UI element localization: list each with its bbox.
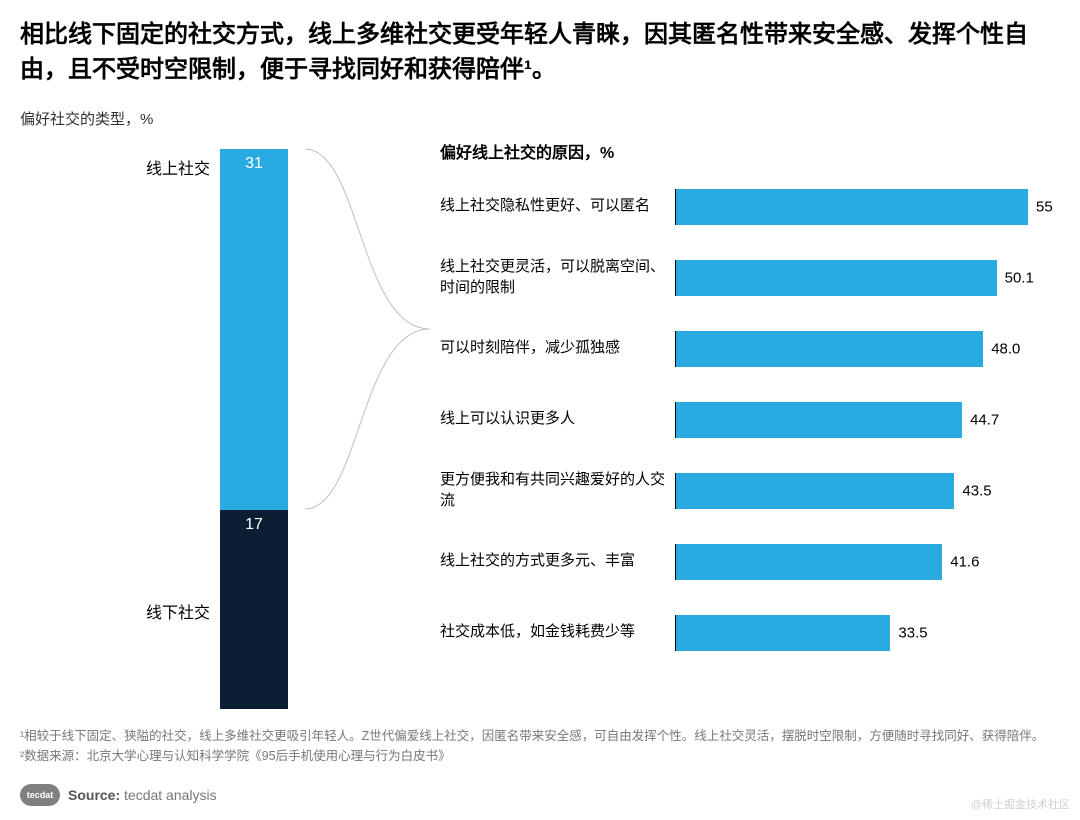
stack-label-0: 线上社交 [146, 155, 210, 179]
left-stacked-chart: 线上社交线下社交 3117 [20, 139, 440, 709]
footnote-1: ¹相较于线下固定、狭隘的社交，线上多维社交更吸引年轻人。Z世代偏爱线上社交，因匿… [20, 727, 1060, 746]
hbar-label-3: 线上可以认识更多人 [440, 409, 675, 429]
hbar-value-1: 50.1 [1005, 269, 1034, 286]
source-text: tecdat analysis [124, 787, 217, 803]
hbar-value-2: 48.0 [991, 340, 1020, 357]
hbar-track-4: 43.5 [675, 473, 1060, 509]
hbar-label-4: 更方便我和有共同兴趣爱好的人交流 [440, 470, 675, 511]
watermark: @稀土掘金技术社区 [971, 796, 1070, 812]
hbar-value-6: 33.5 [898, 624, 927, 641]
hbar-label-6: 社交成本低，如金钱耗费少等 [440, 622, 675, 642]
page-title: 相比线下固定的社交方式，线上多维社交更受年轻人青睐，因其匿名性带来安全感、发挥个… [20, 18, 1060, 88]
footnotes: ¹相较于线下固定、狭隘的社交，线上多维社交更吸引年轻人。Z世代偏爱线上社交，因匿… [20, 727, 1060, 769]
hbar-fill-5 [676, 544, 942, 580]
hbar-track-3: 44.7 [675, 402, 1060, 438]
hbar-label-1: 线上社交更灵活，可以脱离空间、时间的限制 [440, 257, 675, 298]
hbar-row-4: 更方便我和有共同兴趣爱好的人交流 43.5 [440, 469, 1060, 513]
hbar-track-1: 50.1 [675, 260, 1060, 296]
hbar-value-0: 55 [1036, 198, 1053, 215]
hbar-row-6: 社交成本低，如金钱耗费少等 33.5 [440, 611, 1060, 655]
hbar-label-5: 线上社交的方式更多元、丰富 [440, 551, 675, 571]
hbar-track-2: 48.0 [675, 331, 1060, 367]
hbar-row-0: 线上社交隐私性更好、可以匿名 55 [440, 185, 1060, 229]
right-bar-chart: 偏好线上社交的原因，% 线上社交隐私性更好、可以匿名 55 线上社交更灵活，可以脱离… [440, 139, 1060, 682]
hbar-row-5: 线上社交的方式更多元、丰富 41.6 [440, 540, 1060, 584]
footnote-2: ²数据来源：北京大学心理与认知科学学院《95后手机使用心理与行为白皮书》 [20, 747, 1060, 766]
hbar-value-3: 44.7 [970, 411, 999, 428]
stack-segment-0: 31 [220, 149, 288, 511]
stack-label-1: 线下社交 [146, 599, 210, 623]
hbar-row-2: 可以时刻陪伴，减少孤独感 48.0 [440, 327, 1060, 371]
hbar-row-3: 线上可以认识更多人 44.7 [440, 398, 1060, 442]
tecdat-logo: tecdat [20, 784, 60, 806]
hbar-track-6: 33.5 [675, 615, 1060, 651]
hbar-fill-0 [676, 189, 1028, 225]
hbar-track-0: 55 [675, 189, 1060, 225]
source-label: Source: [68, 787, 120, 803]
hbar-fill-1 [676, 260, 997, 296]
hbar-fill-3 [676, 402, 962, 438]
hbar-value-5: 41.6 [950, 553, 979, 570]
hbar-value-4: 43.5 [962, 482, 991, 499]
hbar-fill-2 [676, 331, 983, 367]
chart-area: 线上社交线下社交 3117 偏好线上社交的原因，% 线上社交隐私性更好、可以匿名… [20, 139, 1060, 709]
hbar-label-0: 线上社交隐私性更好、可以匿名 [440, 196, 675, 216]
hbar-fill-6 [676, 615, 890, 651]
bracket-connector [300, 149, 440, 509]
hbar-label-2: 可以时刻陪伴，减少孤独感 [440, 338, 675, 358]
right-chart-title: 偏好线上社交的原因，% [440, 139, 1060, 163]
stack-segment-1: 17 [220, 510, 288, 708]
source-line: tecdat Source: tecdat analysis [20, 784, 217, 806]
left-chart-subtitle: 偏好社交的类型，% [20, 108, 1060, 129]
hbar-track-5: 41.6 [675, 544, 1060, 580]
hbar-row-1: 线上社交更灵活，可以脱离空间、时间的限制 50.1 [440, 256, 1060, 300]
hbar-fill-4 [676, 473, 954, 509]
